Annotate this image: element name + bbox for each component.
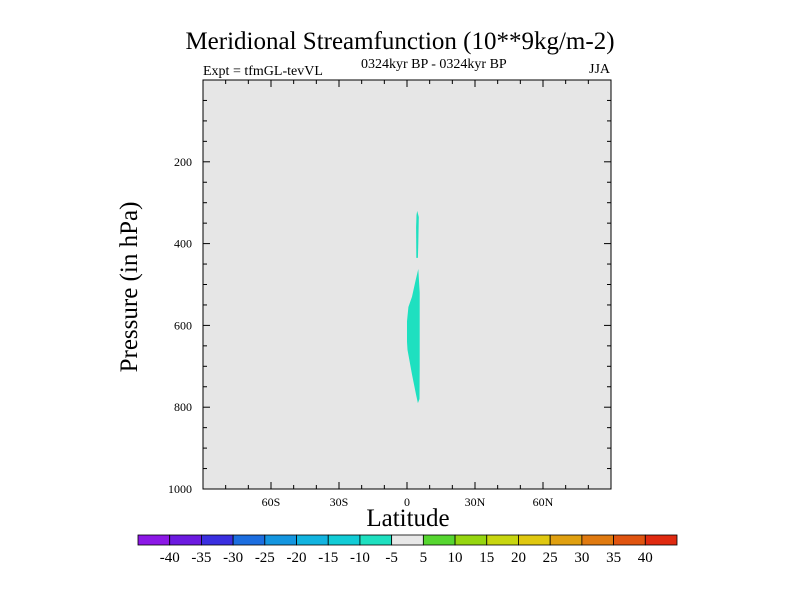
x-tick-label: 30N bbox=[465, 495, 486, 509]
experiment-label: Expt = tfmGL-tevVL bbox=[203, 64, 323, 79]
contour-region-0 bbox=[416, 210, 419, 258]
colorbar-swatch bbox=[169, 534, 202, 546]
plot-area bbox=[203, 80, 611, 489]
colorbar-swatch bbox=[391, 534, 424, 546]
colorbar-label: -10 bbox=[350, 550, 370, 566]
colorbar-label: 35 bbox=[606, 550, 621, 566]
colorbar-swatch bbox=[137, 534, 171, 546]
colorbar-swatch bbox=[486, 534, 519, 546]
y-tick-label: 600 bbox=[174, 318, 192, 332]
colorbar-label: 30 bbox=[574, 550, 589, 566]
colorbar-swatch bbox=[613, 534, 646, 546]
colorbar-label: -25 bbox=[255, 550, 275, 566]
colorbar-swatch bbox=[327, 534, 361, 546]
colorbar-label: -15 bbox=[318, 550, 338, 566]
colorbar-label: 20 bbox=[511, 550, 526, 566]
colorbar-label: -40 bbox=[160, 550, 180, 566]
colorbar-label: 10 bbox=[448, 550, 463, 566]
colorbar-swatch bbox=[644, 534, 678, 546]
y-tick-label: 1000 bbox=[168, 482, 192, 496]
colorbar-swatch bbox=[454, 534, 488, 546]
y-tick-label: 400 bbox=[174, 237, 192, 251]
tick-layer: 60S 30S 0 30N 60N 200 400 600 800 1000 bbox=[168, 80, 611, 509]
season-label: JJA bbox=[589, 62, 611, 77]
x-tick-label: 60N bbox=[533, 495, 554, 509]
colorbar-swatch bbox=[549, 534, 583, 546]
colorbar-label: 25 bbox=[543, 550, 558, 566]
colorbar-swatch bbox=[296, 534, 329, 546]
colorbar-swatch bbox=[518, 534, 551, 546]
colorbar-swatch bbox=[201, 534, 234, 546]
colorbar-swatch bbox=[359, 534, 393, 546]
x-tick-label: 0 bbox=[404, 495, 410, 509]
colorbar-label: 15 bbox=[479, 550, 494, 566]
colorbar-swatch bbox=[264, 534, 297, 546]
colorbar-swatch bbox=[232, 534, 266, 546]
colorbar-swatch bbox=[581, 534, 614, 546]
colorbar-swatch bbox=[422, 534, 456, 546]
x-tick-label: 60S bbox=[262, 495, 281, 509]
colorbar-label: -35 bbox=[191, 550, 211, 566]
colorbar-label: -20 bbox=[287, 550, 307, 566]
period-label: 0324kyr BP - 0324kyr BP bbox=[361, 57, 507, 72]
y-tick-label: 800 bbox=[174, 400, 192, 414]
chart-title: Meridional Streamfunction (10**9kg/m-2) bbox=[185, 28, 615, 55]
contour-layer bbox=[407, 210, 420, 404]
colorbar-label: -30 bbox=[223, 550, 243, 566]
contour-region-1 bbox=[407, 269, 420, 404]
colorbar-label: -5 bbox=[385, 550, 398, 566]
colorbar-label: 40 bbox=[638, 550, 653, 566]
x-axis-label: Latitude bbox=[366, 505, 450, 532]
colorbar-label: 5 bbox=[420, 550, 428, 566]
colorbar: -40 -35 -30 -25 -20 -15 -10 -5 5 10 15 20 25 30 35 40 bbox=[137, 534, 678, 566]
y-tick-label: 200 bbox=[174, 155, 192, 169]
x-tick-label: 30S bbox=[330, 495, 349, 509]
